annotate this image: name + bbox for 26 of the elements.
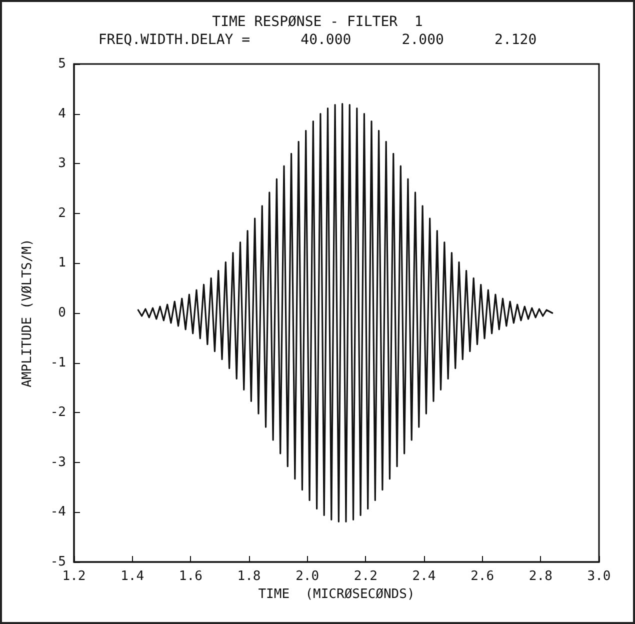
x-tick-label: 2.2 (354, 569, 378, 584)
x-tick-label: 1.8 (237, 569, 261, 584)
y-tick-label: 2 (58, 206, 66, 221)
x-tick-label: 3.0 (587, 569, 611, 584)
x-axis-title: TIME (MICRØSECØNDS) (258, 587, 415, 602)
y-tick-label: -3 (50, 454, 66, 470)
y-tick-label: -1 (50, 355, 66, 370)
x-tick-label: 1.4 (120, 569, 144, 584)
x-tick-label: 2.8 (528, 569, 552, 584)
x-tick-label: 2.4 (412, 569, 436, 584)
x-tick-label: 1.2 (62, 569, 86, 584)
x-tick-label: 2.6 (470, 569, 494, 584)
y-tick-label: -4 (50, 504, 66, 520)
y-tick-label: -2 (50, 405, 66, 420)
line-series (137, 103, 554, 522)
chart-title: TIME RESPØNSE - FILTER 1 (212, 14, 423, 30)
y-tick-label: 5 (58, 56, 66, 72)
y-tick-label: 1 (58, 256, 66, 271)
chart-subtitle: FREQ.WIDTH.DELAY = 40.000 2.000 2.120 (98, 32, 537, 48)
y-tick-label: 4 (58, 106, 66, 122)
y-tick-label: 3 (58, 156, 66, 172)
y-tick-label: -5 (50, 554, 66, 570)
x-tick-label: 2.0 (296, 569, 320, 584)
y-axis-title: AMPLITUDE (VØLTS/M) (20, 238, 35, 388)
y-tick-label: 0 (58, 306, 66, 320)
x-tick-label: 1.6 (178, 569, 202, 584)
